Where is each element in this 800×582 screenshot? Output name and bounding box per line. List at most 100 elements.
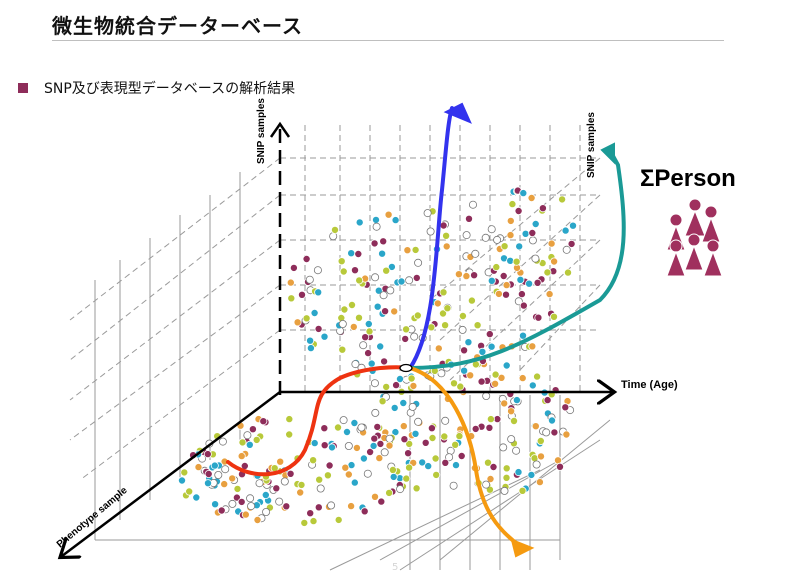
scatter-dot	[543, 396, 552, 405]
scatter-dot	[401, 334, 410, 343]
scatter-dot	[185, 487, 194, 496]
scatter-dot	[259, 417, 268, 426]
scatter-dot	[562, 245, 571, 254]
scatter-dot	[458, 311, 467, 320]
scatter-dot	[514, 468, 523, 477]
scatter-dot	[449, 379, 458, 388]
scatter-dot	[512, 257, 521, 266]
scatter-dot	[370, 434, 379, 443]
scatter-dot	[382, 382, 391, 391]
scatter-dot	[402, 325, 411, 334]
teal-trajectory	[408, 148, 626, 370]
scatter-dot	[390, 403, 399, 412]
scatter-dot	[502, 361, 511, 370]
snp-vertical-arrowhead	[269, 121, 291, 138]
scatter-dot	[403, 246, 412, 255]
scatter-dot	[339, 416, 348, 425]
bullet-item: SNP及び表現型データベースの解析結果	[18, 78, 295, 98]
scatter-dot	[262, 507, 271, 516]
scatter-dot	[502, 281, 511, 290]
scatter-dot	[534, 313, 543, 322]
scatter-dot	[536, 436, 545, 445]
scatter-dot	[364, 349, 373, 358]
scatter-dot	[548, 416, 557, 425]
scatter-dot	[352, 443, 361, 452]
scatter-dot	[543, 268, 552, 277]
scatter-dot	[411, 429, 420, 438]
scatter-dot	[392, 381, 401, 390]
scatter-dot	[370, 379, 379, 388]
scatter-dot	[355, 218, 364, 227]
scatter-dot	[550, 312, 559, 321]
scatter-dot	[395, 374, 404, 383]
scatter-dot	[521, 229, 530, 238]
scatter-dot	[286, 278, 295, 287]
scatter-dot	[399, 398, 408, 407]
scatter-dot	[470, 271, 479, 280]
scatter-dot	[255, 479, 264, 488]
scatter-dot	[325, 461, 334, 470]
scatter-dot	[545, 290, 554, 299]
scatter-dot	[473, 321, 482, 330]
scatter-dot	[441, 458, 450, 467]
scatter-dot	[363, 469, 372, 478]
orange-trajectory	[408, 366, 522, 548]
scatter-dot	[210, 461, 219, 470]
scatter-dot	[500, 399, 509, 408]
scatter-dot	[385, 434, 394, 443]
scatter-dot	[389, 472, 398, 481]
scatter-dot	[350, 478, 359, 487]
scatter-dot	[413, 311, 422, 320]
scatter-dot	[382, 266, 391, 275]
scatter-dot	[309, 517, 318, 526]
scatter-dot	[485, 330, 494, 339]
scatter-dot	[203, 479, 212, 488]
scatter-dot	[252, 435, 261, 444]
scatter-dot	[323, 471, 332, 480]
scatter-dot	[228, 499, 237, 508]
bullet-text: SNP及び表現型データベースの解析結果	[44, 81, 296, 97]
scatter-dot	[512, 396, 521, 405]
scatter-dot	[338, 345, 347, 354]
scatter-dot	[451, 461, 460, 470]
scatter-dot	[458, 325, 467, 334]
scatter-dot	[400, 435, 409, 444]
scatter-dot	[487, 342, 496, 351]
scatter-dot	[528, 228, 537, 237]
teal-arrowhead	[600, 142, 615, 165]
time-axis-label: Time (Age)	[621, 379, 678, 391]
scatter-dot	[500, 242, 509, 251]
scatter-dot	[241, 510, 250, 519]
scatter-dot	[487, 276, 496, 285]
scatter-dot	[437, 369, 446, 378]
scatter-dot	[491, 379, 500, 388]
scatter-dot	[531, 422, 540, 431]
scatter-dot	[347, 249, 356, 258]
scatter-dot	[410, 332, 419, 341]
scatter-dot	[313, 266, 322, 275]
scatter-dot	[501, 290, 510, 299]
scatter-points	[177, 186, 578, 527]
scatter-dot	[347, 300, 356, 309]
scatter-dot	[340, 305, 349, 314]
scatter-dot	[349, 322, 358, 331]
origin-marker	[399, 363, 413, 373]
scatter-dot	[567, 239, 576, 248]
scatter-dot	[306, 344, 315, 353]
scatter-dot	[462, 272, 471, 281]
scatter-dot	[253, 516, 262, 525]
scatter-dot	[471, 249, 480, 258]
scatter-dot	[508, 200, 517, 209]
scatter-dot	[405, 463, 414, 472]
scatter-dot	[457, 451, 466, 460]
scatter-dot	[371, 273, 380, 282]
scatter-dot	[296, 488, 305, 497]
scatter-dot	[449, 481, 458, 490]
scatter-dot	[493, 235, 502, 244]
scatter-dot	[550, 257, 559, 266]
scatter-dot	[302, 314, 311, 323]
slide-title: 微生物統合データーベース	[52, 14, 303, 38]
scatter-dot	[297, 290, 306, 299]
scatter-dot	[194, 463, 203, 472]
scatter-dot	[333, 423, 342, 432]
